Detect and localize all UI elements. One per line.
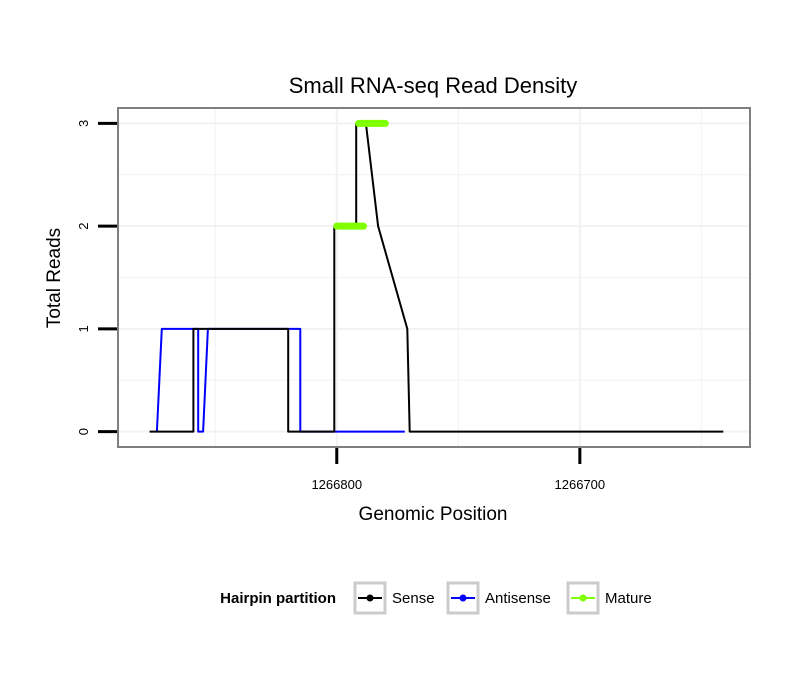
legend-key-point (366, 594, 374, 602)
x-axis: 1266800 1266700 (311, 448, 605, 492)
legend-item-sense: Sense (353, 581, 435, 615)
x-tick-label: 1266800 (311, 477, 362, 492)
chart-title: Small RNA-seq Read Density (289, 73, 578, 98)
legend-label: Mature (605, 590, 652, 607)
y-axis-label: Total Reads (44, 228, 65, 328)
series-layer (149, 119, 724, 433)
y-tick-label: 1 (76, 325, 91, 332)
y-axis: 0 1 2 3 (76, 120, 117, 435)
series-line-sense (149, 122, 724, 433)
legend-label: Antisense (485, 590, 551, 607)
y-tick-label: 3 (76, 120, 91, 127)
x-tick-label: 1266700 (555, 477, 606, 492)
legend-title: Hairpin partition (220, 590, 336, 607)
plot-area (117, 107, 751, 448)
y-tick-label: 2 (76, 223, 91, 230)
legend-key-point (459, 594, 467, 602)
legend: Hairpin partition Sense Antisense Mature (220, 581, 652, 615)
legend-label: Sense (392, 590, 435, 607)
x-axis-label: Genomic Position (359, 504, 508, 525)
legend-item-mature: Mature (566, 581, 652, 615)
plot-border (117, 107, 751, 448)
legend-key-point (579, 594, 587, 602)
legend-item-antisense: Antisense (446, 581, 551, 615)
y-tick-label: 0 (76, 428, 91, 435)
legend-items: Sense Antisense Mature (353, 581, 652, 615)
